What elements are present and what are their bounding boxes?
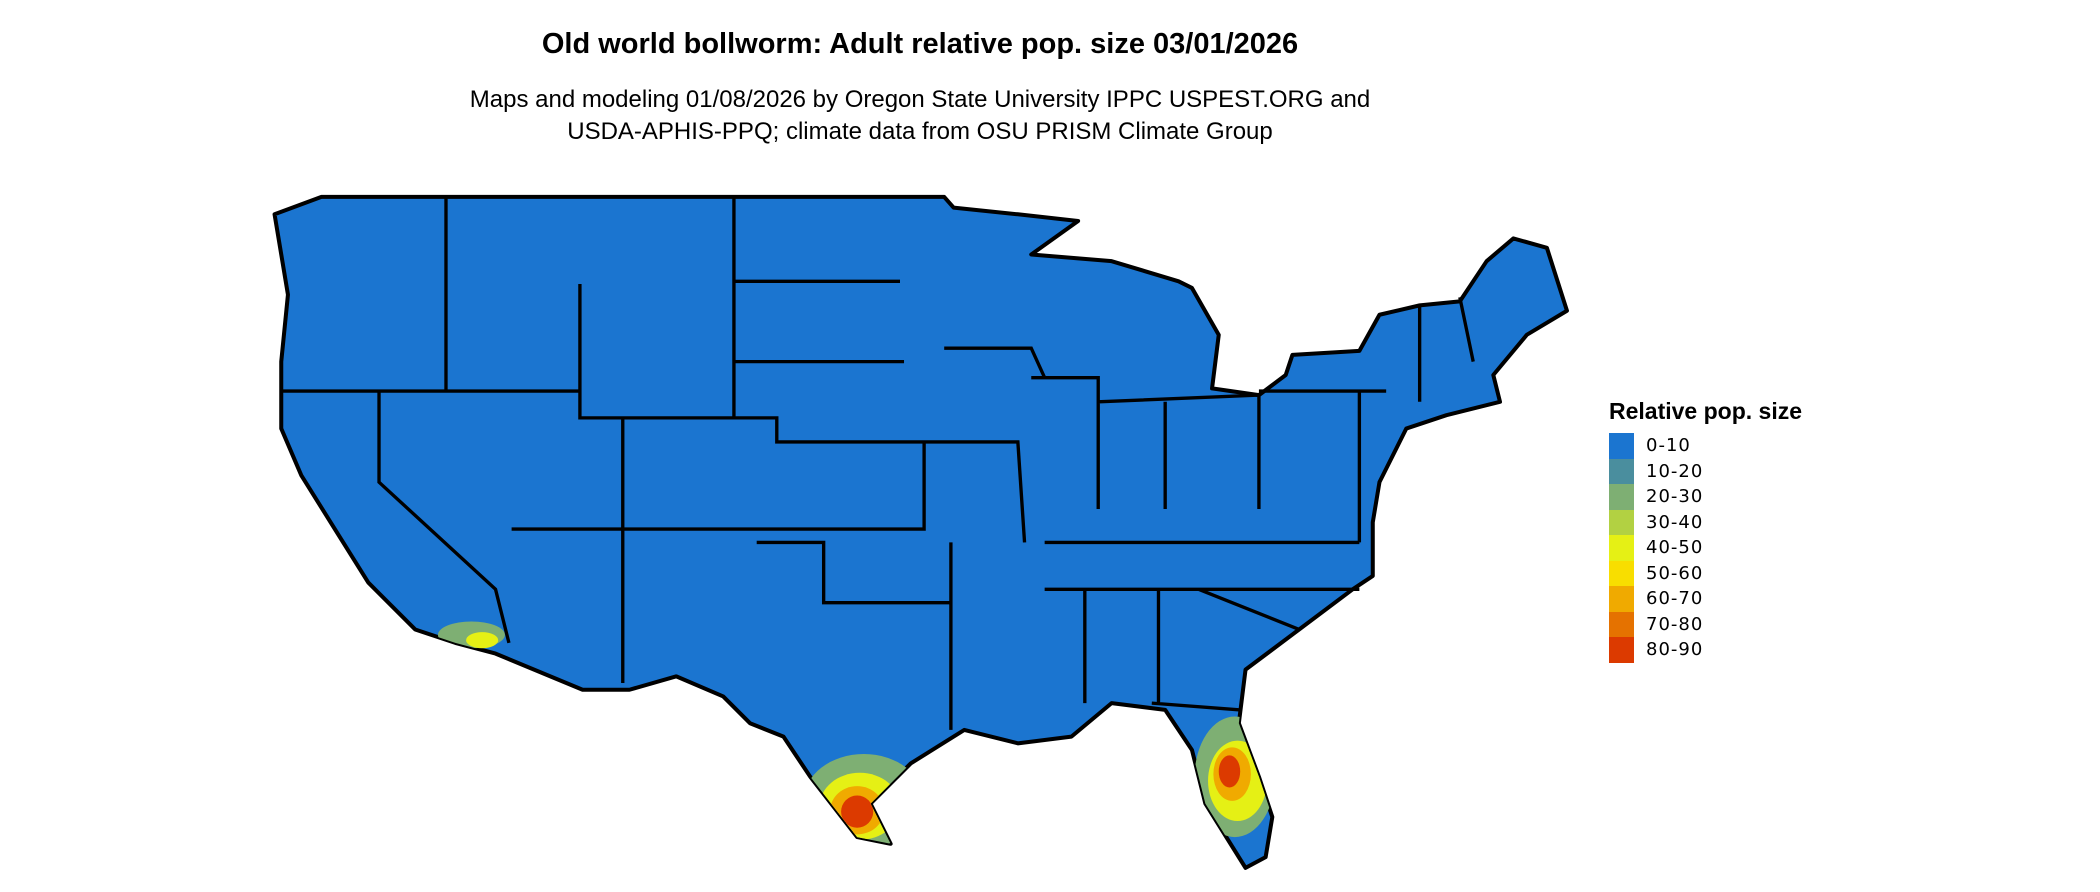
legend-swatch — [1609, 484, 1634, 510]
hotspot-southern-california — [437, 621, 505, 649]
legend-label: 40-50 — [1646, 537, 1704, 559]
legend-item: 60-70 — [1609, 586, 1802, 612]
legend-label: 20-30 — [1646, 486, 1704, 508]
legend-swatch — [1609, 560, 1634, 586]
subtitle-line-2: USDA-APHIS-PPQ; climate data from OSU PR… — [567, 118, 1273, 145]
legend-swatch — [1609, 535, 1634, 561]
legend-swatch — [1609, 611, 1634, 637]
legend-label: 10-20 — [1646, 460, 1704, 482]
us-outline — [272, 194, 1569, 870]
state-borders — [281, 196, 1475, 730]
legend: Relative pop. size 0-10 10-20 20-30 30-40 40… — [1609, 398, 1802, 663]
legend-label: 30-40 — [1646, 511, 1704, 533]
legend-label: 80-90 — [1646, 639, 1704, 661]
legend-label: 50-60 — [1646, 562, 1704, 584]
legend-item: 20-30 — [1609, 484, 1802, 510]
legend-label: 70-80 — [1646, 613, 1704, 635]
legend-swatch — [1609, 637, 1634, 663]
map-title: Old world bollworm: Adult relative pop. … — [541, 28, 1299, 60]
hotspot-florida — [1194, 716, 1275, 838]
legend-label: 0-10 — [1646, 435, 1691, 457]
legend-item: 40-50 — [1609, 535, 1802, 561]
legend-title: Relative pop. size — [1609, 398, 1803, 424]
legend-item: 30-40 — [1609, 509, 1802, 535]
legend-item: 50-60 — [1609, 560, 1802, 586]
map-subtitle: Maps and modeling 01/08/2026 by Oregon S… — [0, 84, 1840, 148]
legend-swatch — [1609, 433, 1634, 459]
legend-item: 70-80 — [1609, 611, 1802, 637]
legend-swatch — [1609, 586, 1634, 612]
legend-swatch — [1609, 458, 1634, 484]
subtitle-line-1: Maps and modeling 01/08/2026 by Oregon S… — [469, 86, 1371, 113]
legend-item: 10-20 — [1609, 458, 1802, 484]
legend-label: 60-70 — [1646, 588, 1704, 610]
legend-item: 0-10 — [1609, 433, 1802, 459]
legend-swatch — [1609, 509, 1634, 535]
hotspot-south-texas — [803, 754, 925, 848]
legend-item: 80-90 — [1609, 637, 1802, 663]
